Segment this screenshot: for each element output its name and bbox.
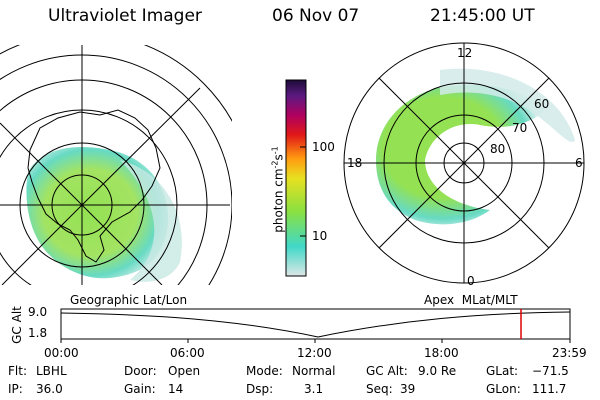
- colorbar: [285, 79, 307, 277]
- ip-label: IP:: [8, 382, 23, 396]
- glat-label: GLat:: [486, 364, 519, 378]
- mlt-label-0: 0: [467, 274, 475, 288]
- instrument-title: Ultraviolet Imager: [48, 6, 202, 26]
- glat-value: −71.5: [532, 364, 569, 378]
- gcalt-label: GC Alt:: [366, 364, 408, 378]
- timeline-y-axis-label: GC Alt: [10, 306, 24, 344]
- seq-value: 39: [400, 382, 416, 396]
- mode-value: Normal: [292, 364, 336, 378]
- timeline-xtick-1200: 12:00: [297, 346, 332, 360]
- mlt-label-18: 18: [347, 156, 363, 170]
- altitude-timeline: [60, 308, 571, 343]
- antarctica-coastline: [27, 109, 161, 263]
- colorbar-tick-100: 100: [312, 140, 335, 154]
- mlt-label-12: 12: [457, 46, 473, 60]
- timeline-ytick-1-8: 1.8: [28, 326, 48, 340]
- gcalt-value: 9.0 Re: [418, 364, 457, 378]
- left-panel-title: Geographic Lat/Lon: [70, 293, 188, 307]
- right-aurora-image: [376, 85, 545, 225]
- seq-label: Seq:: [366, 382, 393, 396]
- right-aurora-fringe: [440, 68, 575, 142]
- dsp-value: 3.1: [304, 382, 324, 396]
- colorbar-tick-10: 10: [312, 229, 328, 243]
- left-aurora-fringe: [120, 160, 182, 282]
- timeline-ytick-9: 9.0: [28, 305, 48, 319]
- header-date: 06 Nov 07: [272, 6, 360, 26]
- flt-label: Flt:: [8, 364, 27, 378]
- mlat-label-60: 60: [534, 97, 550, 111]
- polar-plot: [343, 42, 585, 284]
- ip-value: 36.0: [36, 382, 63, 396]
- door-value: Open: [168, 364, 201, 378]
- gain-value: 14: [168, 382, 184, 396]
- timeline-xtick-2359: 23:59: [552, 346, 587, 360]
- dsp-label: Dsp:: [246, 382, 274, 396]
- mode-label: Mode:: [246, 364, 283, 378]
- mlat-label-80: 80: [490, 142, 506, 156]
- mlt-label-6: 6: [575, 156, 583, 170]
- timeline-xtick-0600: 06:00: [170, 346, 205, 360]
- colorbar-unit-label: photon cm-2s-1: [270, 146, 286, 233]
- door-label: Door:: [124, 364, 157, 378]
- gain-label: Gain:: [124, 382, 156, 396]
- timeline-xtick-1800: 18:00: [424, 346, 459, 360]
- flt-value: LBHL: [36, 364, 67, 378]
- geographic-map-panel: [0, 45, 232, 285]
- glon-value: 111.7: [532, 382, 567, 396]
- header-time: 21:45:00 UT: [430, 6, 535, 26]
- left-aurora-image: [26, 146, 169, 279]
- altitude-curve: [60, 311, 571, 338]
- right-panel-title: Apex MLat/MLT: [424, 293, 518, 307]
- glon-label: GLon:: [486, 382, 521, 396]
- mlat-label-70: 70: [512, 121, 528, 135]
- timeline-xtick-0000: 00:00: [44, 346, 79, 360]
